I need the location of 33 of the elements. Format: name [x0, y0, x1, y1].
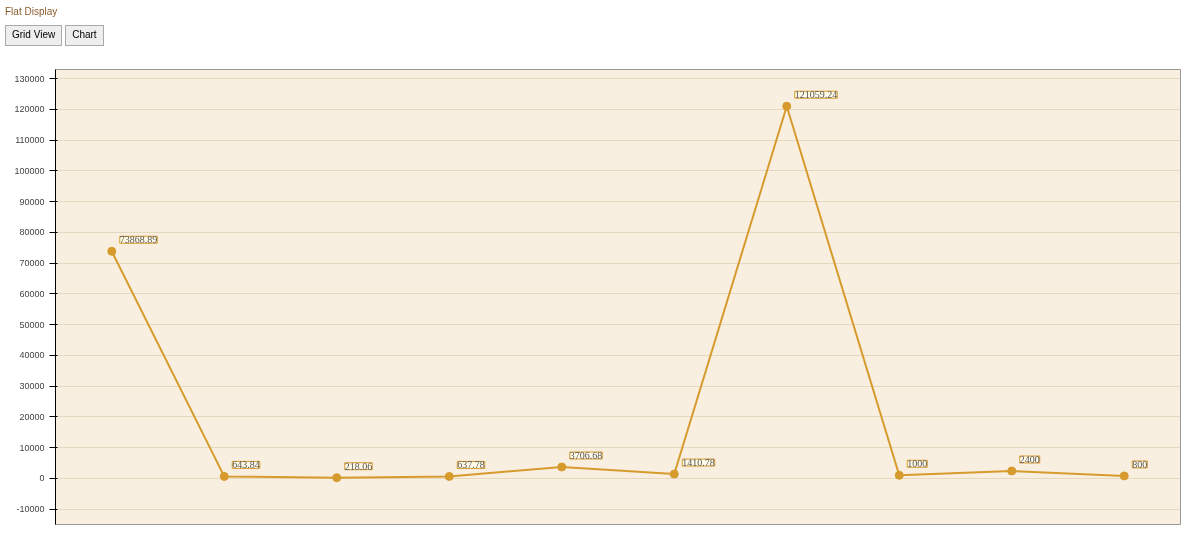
point	[332, 473, 342, 483]
text: 73868.89	[119, 234, 158, 246]
point	[219, 471, 229, 481]
y-tick-label: 90000	[19, 196, 45, 207]
y-tick-label: 100000	[14, 165, 45, 176]
y-tick-label: -10000	[16, 504, 45, 515]
chart-title: Flat Display	[5, 5, 59, 19]
y-tick-label: 130000	[14, 73, 45, 84]
text: 1000	[907, 458, 928, 470]
y-tick-label: 70000	[19, 258, 45, 269]
y-tick-label: 30000	[19, 381, 45, 392]
y-tick-label: 60000	[19, 288, 45, 299]
text: 218.06	[344, 460, 373, 472]
text: Grid View	[5, 25, 63, 46]
point	[1119, 471, 1129, 481]
y-tick-label: 10000	[19, 442, 45, 453]
point	[444, 471, 454, 481]
y-tick-label: 0	[39, 473, 45, 484]
point	[669, 469, 679, 479]
point	[1007, 466, 1017, 476]
y-tick-label: 110000	[15, 135, 45, 146]
point	[557, 462, 567, 472]
point	[894, 470, 904, 480]
text: 121059.24	[794, 89, 838, 101]
y-tick-label: 80000	[19, 227, 45, 238]
point	[107, 246, 117, 256]
point	[782, 101, 792, 111]
text: Chart	[65, 25, 104, 46]
y-tick-label: 40000	[19, 350, 45, 361]
y-tick-label: 20000	[19, 411, 45, 422]
y-tick-label: 120000	[14, 104, 45, 115]
y-tick-label: 50000	[19, 319, 45, 330]
text: 3706.68	[569, 449, 603, 461]
